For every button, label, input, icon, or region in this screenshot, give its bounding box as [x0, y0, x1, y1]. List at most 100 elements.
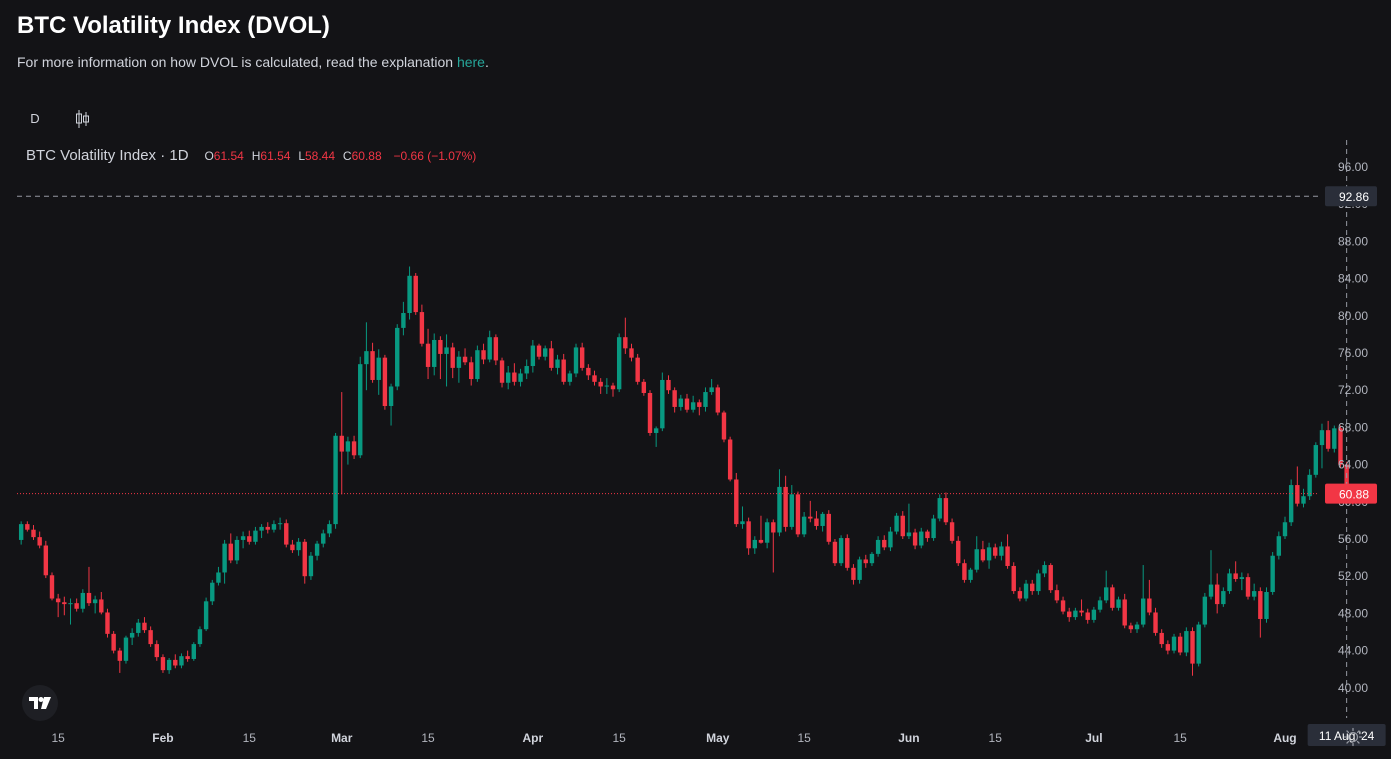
candle-body	[789, 494, 794, 527]
candle-body	[210, 582, 215, 602]
candle-body	[900, 515, 905, 537]
candle-body	[1005, 546, 1010, 566]
candle-body	[333, 435, 338, 525]
candle-body	[1153, 612, 1158, 633]
candle-body	[234, 539, 240, 561]
candle-body	[1097, 600, 1103, 610]
candle-body	[493, 337, 499, 361]
candle-body	[579, 347, 585, 368]
candle-body	[1258, 591, 1263, 619]
candle-body	[80, 592, 86, 609]
candle-body	[1177, 636, 1183, 653]
legend-low-value: 58.44	[305, 149, 336, 163]
candle-body	[1227, 573, 1232, 592]
candle-body	[573, 347, 579, 374]
candle-body	[506, 372, 511, 383]
candle-body	[653, 428, 659, 433]
candle-body	[1067, 611, 1072, 618]
candle-body	[604, 385, 610, 387]
candle-body	[62, 602, 67, 605]
legend-close-label: C	[342, 149, 352, 163]
x-axis-tick-label: Apr	[523, 731, 544, 745]
candle-body	[968, 569, 973, 580]
y-axis-tick-label: 88.00	[1338, 234, 1368, 248]
candle-body	[746, 521, 751, 549]
candle-body	[197, 629, 203, 645]
candle-body	[999, 546, 1004, 556]
candle-body	[450, 347, 455, 368]
y-axis-tick-label: 48.00	[1338, 606, 1368, 620]
candle-body	[678, 398, 684, 407]
crosshair-date-label-bg	[1307, 724, 1386, 746]
candle-body	[1104, 587, 1109, 601]
candle-body	[912, 532, 918, 546]
candle-body	[524, 366, 529, 374]
candle-body	[407, 275, 412, 314]
candle-body	[203, 601, 209, 630]
candle-body	[469, 362, 474, 380]
candle-body	[1042, 565, 1047, 574]
candle-body	[610, 385, 616, 390]
candle-body	[962, 563, 967, 580]
candle-body	[1030, 583, 1035, 592]
candle-body	[277, 523, 283, 525]
candle-body	[641, 381, 647, 393]
candle-body	[487, 337, 492, 360]
candle-body	[1332, 428, 1337, 449]
x-axis-tick-label: 15	[989, 731, 1003, 745]
candle-body	[240, 536, 246, 540]
candle-body	[228, 543, 233, 561]
candles-icon[interactable]	[72, 108, 92, 130]
candle-body	[395, 327, 400, 387]
candle-body	[358, 364, 363, 456]
candle-body	[851, 567, 856, 580]
candle-body	[370, 351, 375, 380]
candle-body	[382, 357, 388, 407]
candle-body	[185, 656, 190, 659]
candle-body	[1190, 631, 1195, 664]
page-title: BTC Volatility Index (DVOL)	[17, 12, 330, 39]
legend-low-label: L	[298, 149, 305, 163]
candle-body	[1319, 430, 1325, 446]
candle-body	[1116, 599, 1121, 608]
candle-body	[709, 387, 714, 393]
candle-body	[993, 547, 998, 556]
candle-body	[166, 659, 172, 671]
candle-body	[179, 656, 184, 666]
explanation-link[interactable]: here	[456, 54, 485, 70]
candle-body	[376, 357, 381, 380]
y-axis-tick-label: 80.00	[1338, 309, 1368, 323]
candle-body	[690, 402, 696, 410]
candle-body	[216, 572, 221, 583]
candle-body	[142, 622, 147, 631]
candle-body	[863, 559, 868, 564]
candle-body	[160, 657, 166, 671]
candle-body	[339, 435, 344, 452]
candle-body	[419, 312, 425, 344]
candle-body	[1221, 591, 1226, 605]
candle-body	[1036, 573, 1041, 592]
candle-body	[1282, 522, 1288, 537]
candle-body	[388, 386, 394, 407]
candle-body	[148, 630, 153, 645]
legend-open-value: 61.54	[213, 149, 244, 163]
tradingview-logo-icon[interactable]	[22, 685, 58, 721]
interval-button[interactable]: D	[30, 111, 40, 126]
candle-body	[518, 373, 523, 382]
candle-body	[943, 498, 949, 523]
candle-body	[1134, 624, 1140, 630]
candle-body	[1054, 590, 1060, 601]
x-axis-tick-label: 15	[1174, 731, 1188, 745]
candle-body	[1245, 577, 1251, 597]
candle-body	[49, 575, 55, 599]
candle-body	[672, 390, 677, 407]
candle-body	[37, 537, 42, 546]
candle-body	[1147, 598, 1152, 613]
x-axis-tick-label: Jul	[1085, 731, 1102, 745]
candle-body	[253, 530, 258, 542]
settings-gear-icon[interactable]	[1343, 727, 1363, 747]
candle-body	[1171, 636, 1177, 651]
candle-body	[882, 539, 887, 548]
candle-body	[1270, 555, 1275, 593]
